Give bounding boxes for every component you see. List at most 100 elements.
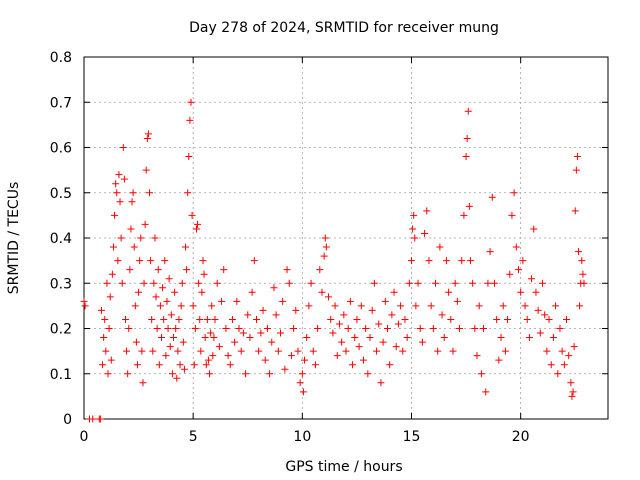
data-point xyxy=(296,379,304,387)
data-point xyxy=(155,361,163,369)
ticks xyxy=(83,56,608,420)
data-point xyxy=(112,180,120,188)
data-point xyxy=(210,334,218,342)
data-point xyxy=(381,297,389,305)
data-point xyxy=(138,347,146,355)
data-point xyxy=(279,297,287,305)
data-point xyxy=(397,302,405,310)
data-point xyxy=(237,347,245,355)
x-tick-label: 20 xyxy=(512,429,530,445)
y-tick-label: 0.2 xyxy=(50,322,72,338)
data-point xyxy=(449,347,457,355)
x-tick-label: 15 xyxy=(403,429,421,445)
data-point xyxy=(499,302,507,310)
data-point xyxy=(156,302,164,310)
data-point xyxy=(539,279,546,287)
data-point xyxy=(164,325,172,332)
data-point xyxy=(239,329,247,337)
data-point xyxy=(403,334,411,342)
data-point xyxy=(235,325,243,332)
data-point xyxy=(204,356,212,364)
tick-labels: 0 5 10 15 20 0 0.1 0.2 0.3 0.4 0.5 0.6 0.7 0.8 xyxy=(50,50,530,445)
data-point xyxy=(142,166,150,174)
data-point xyxy=(560,361,568,369)
data-point xyxy=(199,257,207,265)
data-point xyxy=(462,153,470,161)
data-point xyxy=(521,302,529,310)
data-point xyxy=(571,207,579,215)
data-point xyxy=(190,361,198,369)
data-point xyxy=(434,347,442,355)
data-point xyxy=(168,370,176,378)
data-point xyxy=(266,370,274,378)
data-point xyxy=(401,315,409,323)
data-point xyxy=(121,315,129,323)
data-point xyxy=(366,334,374,342)
data-point xyxy=(81,302,89,310)
data-point xyxy=(525,334,533,342)
data-point xyxy=(206,370,214,378)
data-point xyxy=(194,220,202,228)
data-point xyxy=(305,302,313,310)
data-point xyxy=(108,270,116,278)
data-point xyxy=(311,361,319,369)
data-point xyxy=(469,279,477,287)
data-point xyxy=(281,365,289,373)
data-point xyxy=(186,116,194,124)
data-point xyxy=(576,302,584,310)
data-point xyxy=(320,252,328,260)
y-tick-label: 0.3 xyxy=(50,276,72,292)
data-point xyxy=(124,370,132,378)
data-point xyxy=(333,352,341,360)
data-point xyxy=(118,279,126,287)
data-point xyxy=(423,207,431,215)
y-tick-label: 0 xyxy=(63,412,72,428)
data-point xyxy=(338,338,346,346)
data-point xyxy=(541,311,549,319)
data-point xyxy=(163,297,171,305)
data-point xyxy=(512,243,520,251)
data-point xyxy=(568,392,576,400)
data-point xyxy=(510,189,518,197)
data-point xyxy=(480,325,488,332)
data-point xyxy=(440,334,448,342)
data-point xyxy=(201,334,209,342)
data-point xyxy=(438,311,446,319)
data-point xyxy=(547,361,555,369)
data-point xyxy=(144,130,152,138)
data-point xyxy=(151,234,159,242)
data-point xyxy=(106,293,114,301)
data-point xyxy=(185,153,193,161)
data-point xyxy=(497,334,505,342)
data-point xyxy=(153,325,161,332)
data-point xyxy=(536,329,544,337)
data-point xyxy=(268,338,276,346)
data-point xyxy=(222,325,230,332)
data-point xyxy=(416,325,424,332)
data-point xyxy=(411,234,419,242)
data-point xyxy=(405,279,413,287)
data-point xyxy=(580,279,588,287)
data-point xyxy=(228,315,236,323)
data-point xyxy=(394,320,402,328)
data-point xyxy=(292,306,300,314)
data-point xyxy=(465,202,473,210)
data-point xyxy=(283,266,291,274)
data-point xyxy=(162,352,170,360)
data-point xyxy=(105,325,113,332)
data-point xyxy=(218,297,226,305)
data-point xyxy=(432,279,440,287)
data-point xyxy=(147,257,155,265)
data-point xyxy=(447,315,455,323)
data-point xyxy=(355,343,363,351)
data-point xyxy=(113,189,121,197)
data-point xyxy=(572,166,580,174)
data-point xyxy=(294,347,302,355)
data-point xyxy=(107,356,115,364)
data-point xyxy=(224,352,232,360)
data-point xyxy=(508,211,516,219)
data-point xyxy=(488,193,496,201)
data-point xyxy=(534,306,542,314)
data-point xyxy=(126,266,134,274)
data-point xyxy=(482,388,490,396)
